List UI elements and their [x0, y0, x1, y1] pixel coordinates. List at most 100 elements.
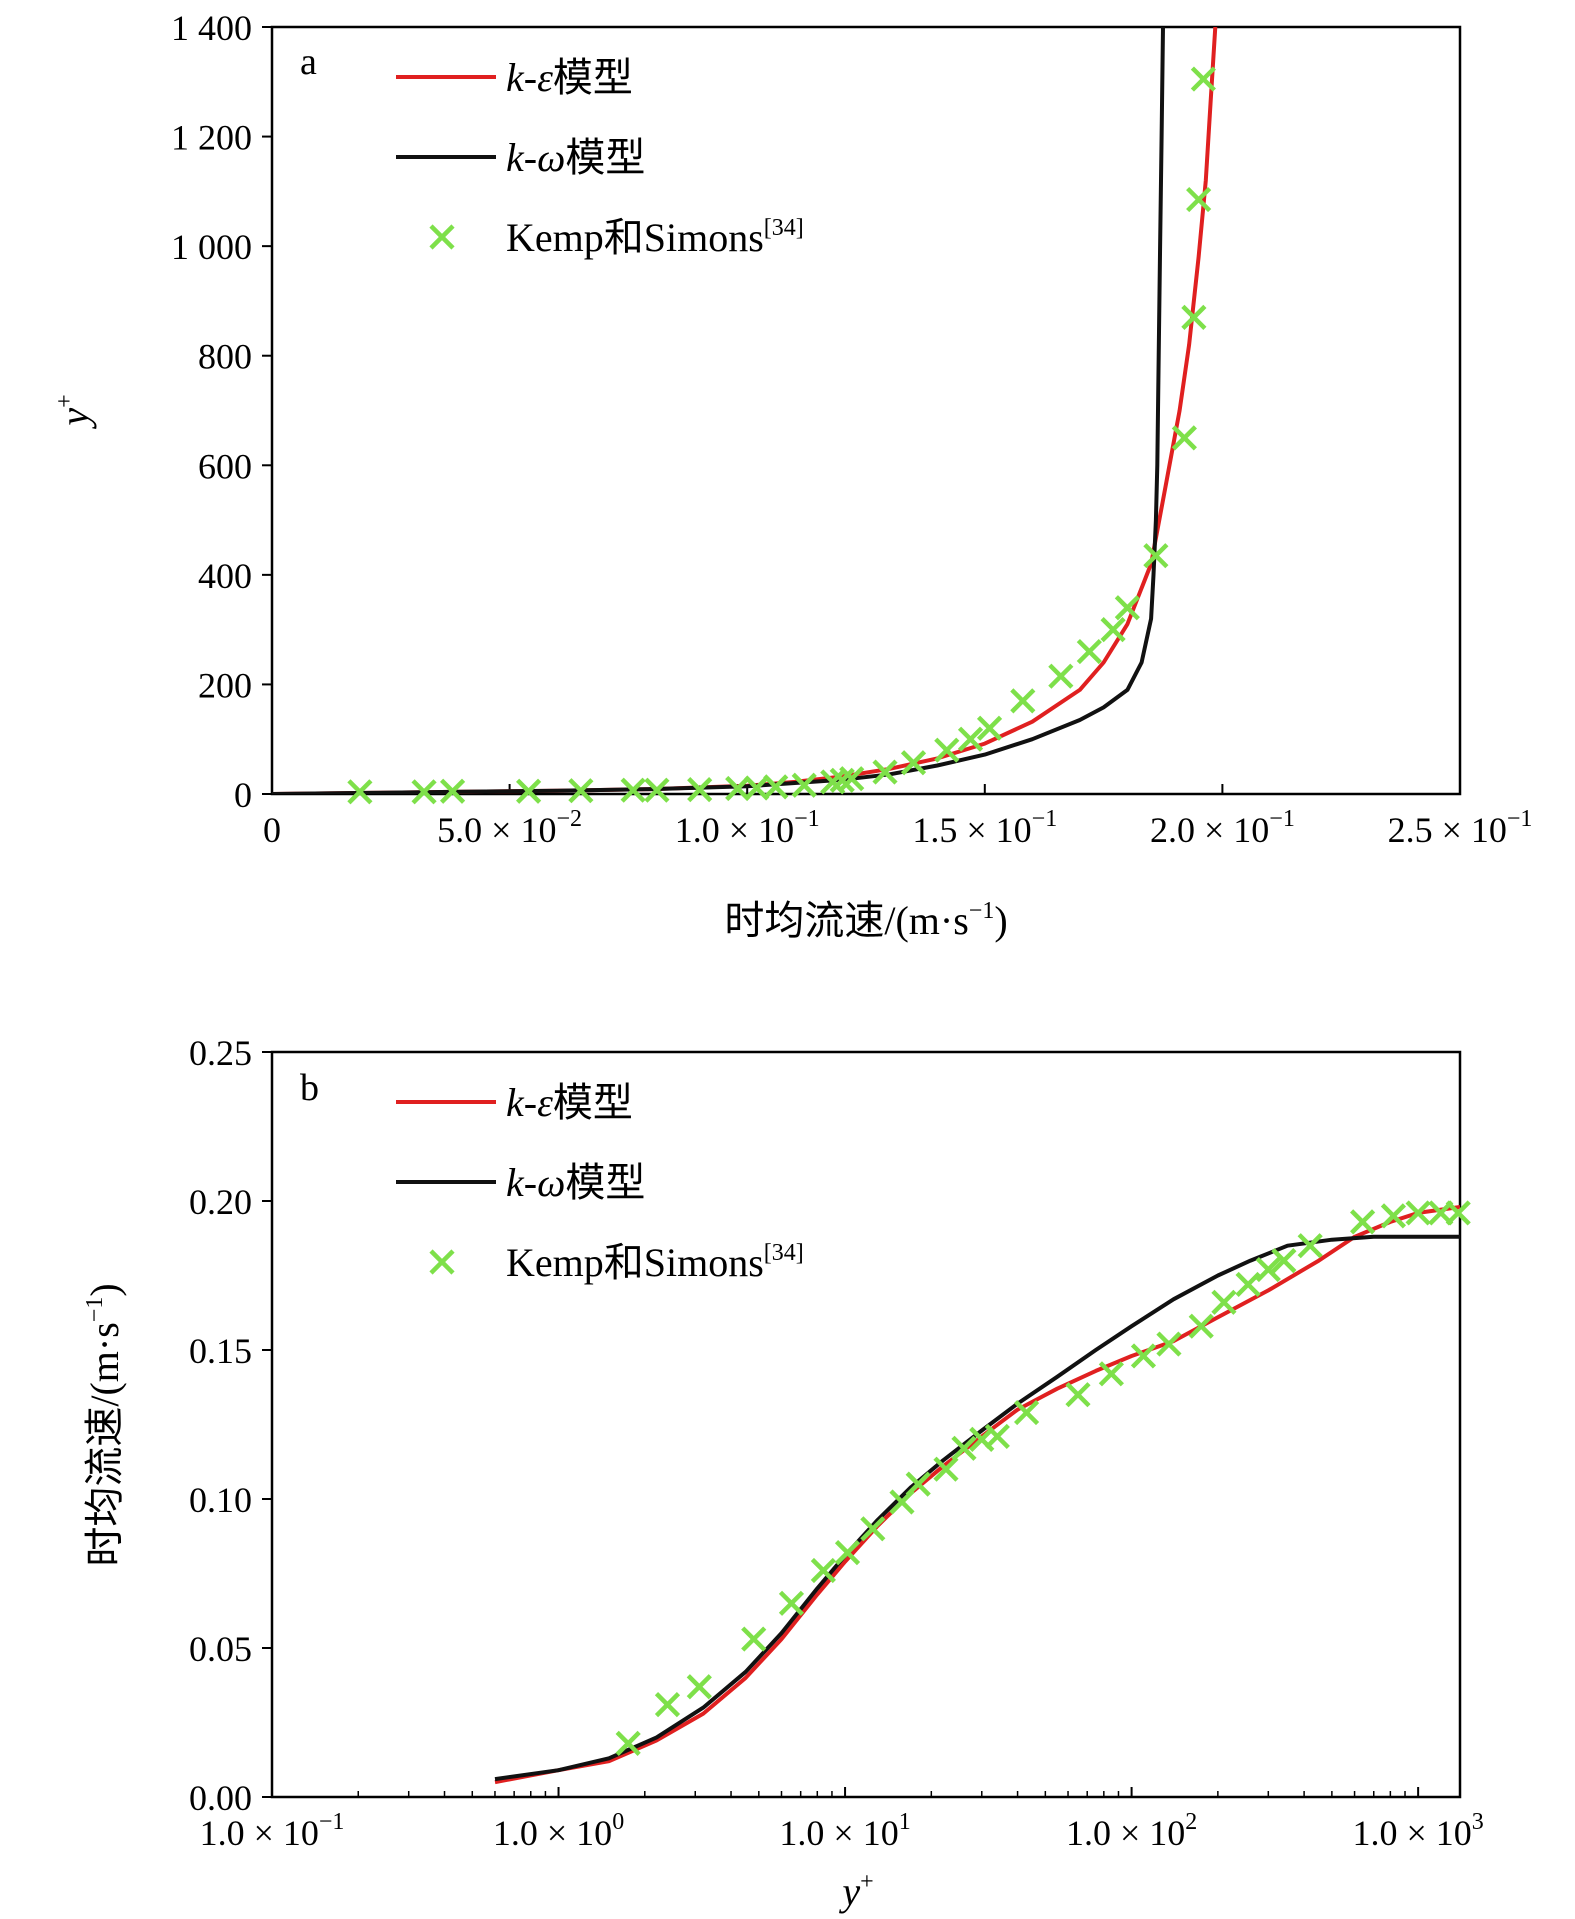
chart-a-xtick-label: 1.5 × 10−1: [912, 806, 1057, 850]
chart-b-kemp-simons-point: [1065, 1382, 1091, 1408]
chart-a-ytick-label: 200: [198, 665, 252, 705]
chart-a-series-k-epsilon-line: [272, 27, 1218, 794]
chart-a-kemp-simons-point: [744, 775, 770, 801]
chart-a-kemp-simons-point: [829, 767, 855, 793]
chart-b-frame: [270, 1050, 1462, 1799]
chart-a-xtick-label: 2.0 × 10−1: [1150, 806, 1295, 850]
chart-b-kemp-simons-point: [1297, 1233, 1323, 1259]
chart-a-ylabel: y+: [52, 394, 97, 429]
chart-a-ytick-label: 600: [198, 446, 252, 486]
chart-a-ytick-label: 1 000: [171, 227, 252, 267]
chart-b-kemp-simons-point: [1255, 1256, 1281, 1283]
chart-a-kemp-simons-point: [839, 766, 865, 792]
chart-b-kemp-simons-point: [741, 1626, 767, 1652]
chart-a-kemp-simons-point: [644, 777, 670, 803]
chart-a-kemp-simons-point: [1186, 186, 1212, 213]
chart-a-kemp-simons-point: [1048, 663, 1074, 689]
chart-b-legend-swatch-kemp-simons: [429, 1249, 455, 1275]
chart-b-ytick-label: 0.25: [189, 1033, 252, 1073]
chart-b-kemp-simons-point: [1445, 1200, 1471, 1226]
chart-b-xtick-label: 1.0 × 100: [493, 1809, 624, 1853]
chart-b-kemp-simons-point: [1235, 1271, 1261, 1298]
chart-a-kemp-simons-point: [1190, 66, 1216, 92]
chart-b-ytick-label: 0.15: [189, 1331, 252, 1371]
chart-a-kemp-simons-point: [934, 737, 960, 763]
chart-b-kemp-simons-point: [1271, 1248, 1297, 1274]
chart-b-kemp-simons-point: [834, 1540, 861, 1566]
chart-b-xtick-label: 1.0 × 101: [779, 1809, 910, 1853]
chart-b-kemp-simons-point: [1211, 1289, 1237, 1315]
chart-a-kemp-simons-point: [976, 715, 1003, 741]
chart-b-ytick-label: 0.10: [189, 1480, 252, 1520]
chart-a-kemp-simons-point: [620, 777, 646, 803]
chart-b-kemp-simons-point: [686, 1674, 712, 1700]
chart-a-kemp-simons-point: [900, 750, 927, 776]
chart-b-ytick-label: 0.20: [189, 1182, 252, 1222]
chart-b-series-k-omega-line: [494, 1234, 1460, 1782]
chart-b-xtick-label: 1.0 × 103: [1352, 1809, 1483, 1853]
chart-a-legend-swatch-kemp-simons: [429, 224, 455, 250]
chart-b-xtick-label: 1.0 × 10−1: [200, 1809, 345, 1853]
chart-a-kemp-simons-point: [347, 779, 373, 805]
chart-a-kemp-simons-point: [1010, 688, 1036, 714]
chart-a-kemp-simons-point: [687, 777, 713, 803]
chart-a-xtick-label: 5.0 × 10−2: [437, 806, 582, 850]
chart-a-legend-label: Kemp和Simons[34]: [506, 215, 804, 260]
chart-b-kemp-simons-point: [1380, 1203, 1407, 1229]
chart-b-kemp-simons-point: [1156, 1331, 1182, 1357]
chart-b-kemp-simons-point: [933, 1456, 959, 1482]
chart-b-ylabel: 时均流速/(m·s−1): [82, 1283, 127, 1566]
chart-a-kemp-simons-point: [820, 769, 846, 795]
chart-a-frame: [270, 25, 1462, 796]
chart-a-xtick-label: 0: [263, 810, 281, 850]
chart-a-kemp-simons-point: [1171, 425, 1197, 451]
chart-a-series-k-omega-line: [272, 27, 1165, 794]
chart-b-legend-label: k-ω模型: [506, 1160, 645, 1205]
chart-a-xtick-label: 1.0 × 10−1: [675, 806, 820, 850]
chart-a-ticks: 0 5.0 × 10−2 1.0 × 10−1 1.5 × 10−1 2.0 × 10−…: [171, 8, 1532, 850]
chart-b-kemp-simons-point: [951, 1435, 977, 1461]
chart-a-kemp-simons-point: [568, 778, 594, 804]
chart-b-kemp-simons-point: [615, 1730, 641, 1756]
chart-a-ytick-label: 1 200: [171, 118, 252, 158]
chart-b-kemp-simons-point: [1130, 1343, 1157, 1369]
chart-b-ytick-label: 0.00: [189, 1778, 252, 1818]
chart-a-kemp-simons-point: [1143, 543, 1169, 569]
chart-a-xlabel: 时均流速/(m·s−1): [724, 898, 1007, 943]
chart-b-kemp-simons-point: [1350, 1209, 1376, 1235]
chart-b-kemp-simons-point: [810, 1557, 836, 1584]
chart-a-ytick-label: 800: [198, 337, 252, 377]
chart-a-ytick-label: 1 400: [171, 8, 252, 48]
chart-b-kemp-simons-point: [1098, 1361, 1124, 1387]
chart-b-ytick-label: 0.05: [189, 1629, 252, 1669]
chart-b-kemp-simons-point: [905, 1471, 931, 1497]
chart-a-kemp-simons-point: [957, 726, 984, 752]
chart-b-panel-label: b: [300, 1067, 319, 1109]
chart-b-ticks: 1.0 × 10−1 1.0 × 100 1.0 × 101 1.0 × 102 1.0…: [189, 1033, 1484, 1853]
chart-a-kemp-simons-point: [725, 775, 751, 802]
chart-a-legend-label: k-ε模型: [506, 55, 633, 100]
chart-a-legend: k-ε模型 k-ω模型 Kemp和Simons[34]: [396, 55, 804, 260]
chart-b-kemp-simons-point: [1188, 1313, 1214, 1339]
chart-b-kemp-simons-point: [1405, 1200, 1431, 1226]
chart-b-xtick-label: 1.0 × 102: [1066, 1809, 1197, 1853]
chart-a-series: [272, 27, 1218, 805]
chart-b-legend: k-ε模型 k-ω模型 Kemp和Simons[34]: [396, 1080, 804, 1285]
chart-a-kemp-simons-point: [1076, 638, 1102, 665]
chart-b-kemp-simons-point: [778, 1590, 805, 1616]
chart-a-panel-label: a: [300, 41, 317, 83]
chart-b: 1.0 × 10−1 1.0 × 100 1.0 × 101 1.0 × 102 1.0…: [82, 1033, 1484, 1914]
chart-b-kemp-simons-point: [984, 1423, 1010, 1450]
chart-b-kemp-simons-point: [860, 1516, 886, 1542]
chart-b-series-k-epsilon-line: [494, 1205, 1460, 1785]
chart-a-kemp-simons-point: [516, 778, 542, 804]
chart-a-kemp-simons-point: [872, 759, 898, 785]
chart-a-kemp-simons-point: [411, 779, 437, 805]
chart-b-xlabel: y+: [838, 1869, 873, 1914]
chart-a-kemp-simons-point: [763, 774, 789, 800]
chart-a-kemp-simons-point: [439, 778, 466, 804]
chart-b-legend-label: Kemp和Simons[34]: [506, 1240, 804, 1285]
chart-a-xtick-label: 2.5 × 10−1: [1388, 806, 1533, 850]
chart-a-kemp-simons-point: [1181, 304, 1207, 330]
